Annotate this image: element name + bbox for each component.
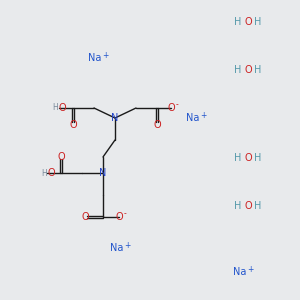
Text: H: H <box>234 65 242 75</box>
Text: H: H <box>254 153 262 163</box>
Text: O: O <box>69 120 77 130</box>
Text: O: O <box>81 212 89 222</box>
Text: O: O <box>244 153 252 163</box>
Text: N: N <box>99 168 107 178</box>
Text: Na: Na <box>88 53 102 63</box>
Text: O: O <box>244 65 252 75</box>
Text: Na: Na <box>186 113 200 123</box>
Text: Na: Na <box>110 243 124 253</box>
Text: H: H <box>41 169 47 178</box>
Text: O: O <box>153 120 161 130</box>
Text: Na: Na <box>233 267 247 277</box>
Text: O: O <box>167 103 175 113</box>
Text: O: O <box>115 212 123 222</box>
Text: -: - <box>124 209 126 218</box>
Text: H: H <box>254 201 262 211</box>
Text: H: H <box>234 17 242 27</box>
Text: +: + <box>247 266 253 274</box>
Text: -: - <box>176 100 178 109</box>
Text: O: O <box>244 17 252 27</box>
Text: O: O <box>57 152 65 162</box>
Text: H: H <box>254 65 262 75</box>
Text: H: H <box>52 103 58 112</box>
Text: +: + <box>200 112 206 121</box>
Text: O: O <box>244 201 252 211</box>
Text: O: O <box>58 103 66 113</box>
Text: O: O <box>47 168 55 178</box>
Text: +: + <box>124 242 130 250</box>
Text: +: + <box>102 52 108 61</box>
Text: H: H <box>234 201 242 211</box>
Text: N: N <box>111 113 119 123</box>
Text: H: H <box>254 17 262 27</box>
Text: H: H <box>234 153 242 163</box>
